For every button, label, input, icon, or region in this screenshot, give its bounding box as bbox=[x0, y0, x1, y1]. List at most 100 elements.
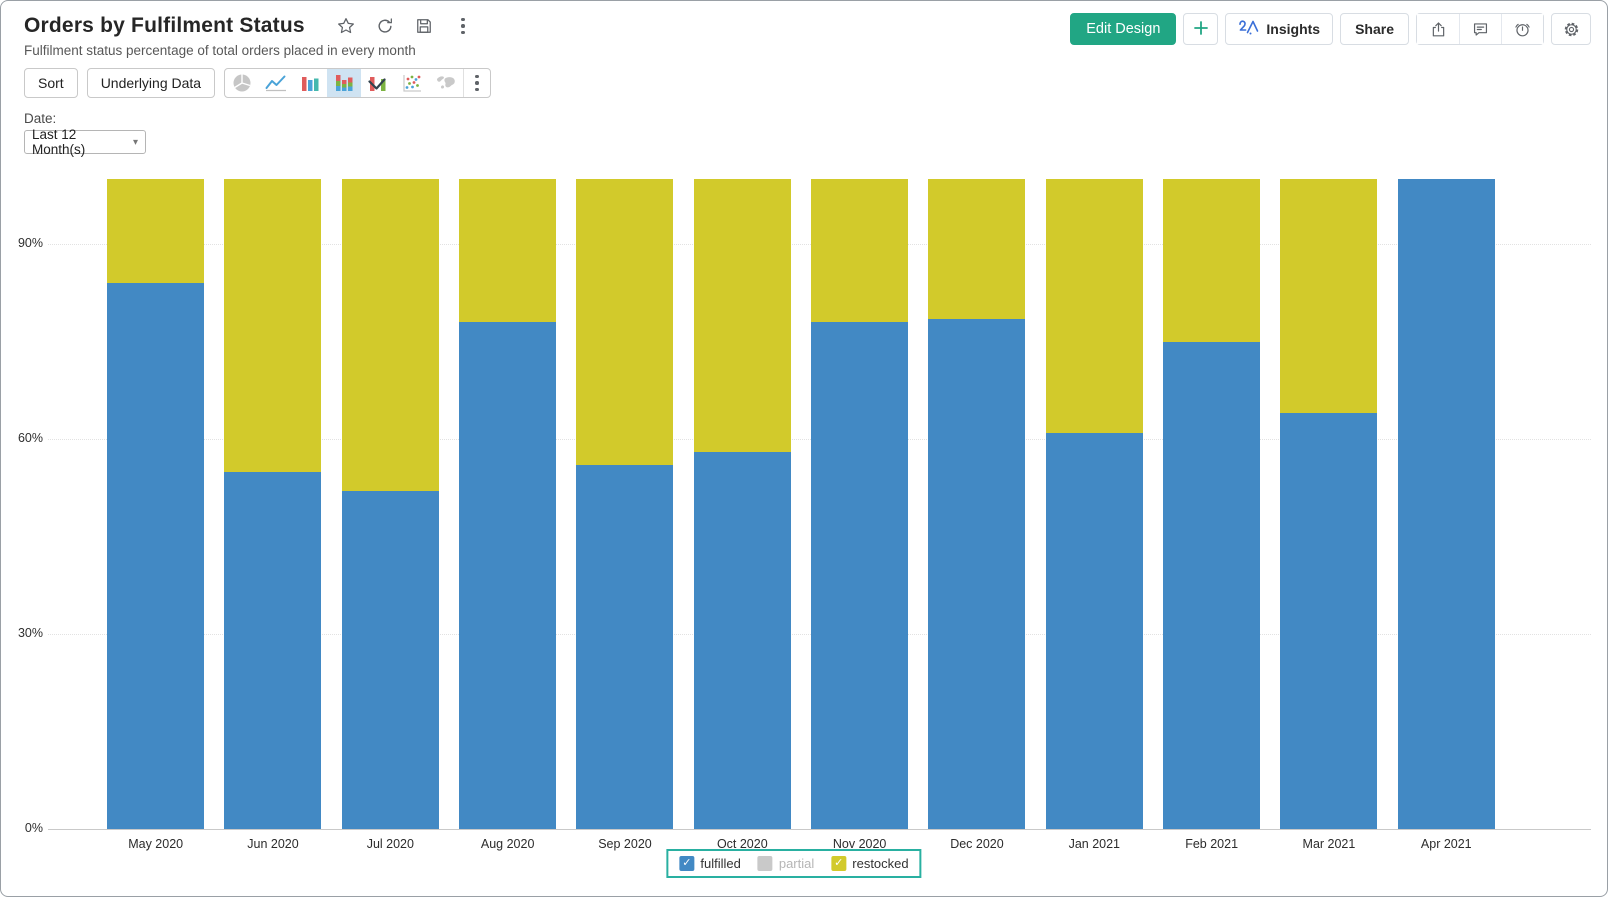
stacked-bar-oct-2020[interactable] bbox=[693, 179, 791, 829]
refresh-icon[interactable] bbox=[374, 15, 396, 37]
zia-insights-icon bbox=[1238, 19, 1260, 39]
bar-column bbox=[918, 179, 1035, 829]
header-icon-group bbox=[1416, 13, 1544, 45]
share-button[interactable]: Share bbox=[1340, 13, 1409, 45]
bar-segment-fulfilled[interactable] bbox=[341, 491, 439, 829]
bar-column bbox=[97, 179, 214, 829]
bar-segment-restocked[interactable] bbox=[459, 179, 557, 322]
x-axis-line bbox=[48, 829, 1591, 830]
stacked-bar-feb-2021[interactable] bbox=[1163, 179, 1261, 829]
combo-chart-icon[interactable] bbox=[361, 69, 395, 97]
legend-checkbox-fulfilled[interactable]: ✓ bbox=[679, 856, 695, 871]
bar-segment-restocked[interactable] bbox=[928, 179, 1026, 319]
bar-column bbox=[566, 179, 683, 829]
bar-segment-restocked[interactable] bbox=[1280, 179, 1378, 413]
bar-segment-fulfilled[interactable] bbox=[459, 322, 557, 829]
legend-item-fulfilled[interactable]: ✓ fulfilled bbox=[679, 856, 741, 871]
pie-chart-icon[interactable] bbox=[225, 69, 259, 97]
add-button[interactable] bbox=[1183, 13, 1219, 45]
favorite-star-icon[interactable] bbox=[335, 15, 357, 37]
save-icon[interactable] bbox=[413, 15, 435, 37]
bar-chart-icon[interactable] bbox=[293, 69, 327, 97]
y-axis-label: 0% bbox=[24, 821, 43, 835]
bar-segment-restocked[interactable] bbox=[224, 179, 322, 472]
scatter-chart-icon[interactable] bbox=[395, 69, 429, 97]
bar-column bbox=[1388, 179, 1505, 829]
comments-icon[interactable] bbox=[1459, 14, 1501, 44]
map-chart-icon[interactable] bbox=[429, 69, 463, 97]
bar-segment-fulfilled[interactable] bbox=[811, 322, 909, 829]
bar-segment-restocked[interactable] bbox=[811, 179, 909, 322]
alerts-clock-icon[interactable] bbox=[1501, 14, 1543, 44]
bar-column bbox=[449, 179, 566, 829]
underlying-data-button[interactable]: Underlying Data bbox=[86, 68, 216, 98]
bar-column bbox=[1270, 179, 1387, 829]
legend-checkbox-partial[interactable] bbox=[757, 856, 773, 871]
insights-button[interactable]: Insights bbox=[1225, 13, 1334, 45]
y-axis-label: 30% bbox=[17, 626, 43, 640]
stacked-bar-jun-2020[interactable] bbox=[224, 179, 322, 829]
line-chart-icon[interactable] bbox=[259, 69, 293, 97]
bar-segment-restocked[interactable] bbox=[107, 179, 205, 283]
bar-segment-fulfilled[interactable] bbox=[224, 471, 322, 829]
stacked-bar-mar-2021[interactable] bbox=[1280, 179, 1378, 829]
bar-segment-fulfilled[interactable] bbox=[107, 283, 205, 829]
legend-item-restocked[interactable]: ✓ restocked bbox=[831, 856, 909, 871]
bar-segment-restocked[interactable] bbox=[1163, 179, 1261, 342]
page-title: Orders by Fulfilment Status bbox=[24, 14, 305, 37]
y-axis-label: 90% bbox=[17, 236, 43, 250]
date-range-select[interactable]: Last 12 Month(s) ▾ bbox=[24, 127, 146, 157]
plus-icon bbox=[1193, 20, 1209, 39]
sort-button[interactable]: Sort bbox=[24, 68, 78, 98]
bar-segment-fulfilled[interactable] bbox=[693, 452, 791, 829]
page-subtitle: Fulfilment status percentage of total or… bbox=[24, 43, 416, 58]
x-axis-label: Feb 2021 bbox=[1185, 837, 1239, 851]
x-axis-label: Jun 2020 bbox=[247, 837, 299, 851]
x-axis-label: Dec 2020 bbox=[950, 837, 1004, 851]
stacked-bar-may-2020[interactable] bbox=[107, 179, 205, 829]
bar-segment-fulfilled[interactable] bbox=[1397, 179, 1495, 829]
bar-segment-fulfilled[interactable] bbox=[928, 318, 1026, 829]
legend-checkbox-restocked[interactable]: ✓ bbox=[831, 856, 847, 871]
export-icon[interactable] bbox=[1417, 14, 1459, 44]
settings-gear-icon[interactable] bbox=[1551, 13, 1591, 45]
legend-label: restocked bbox=[852, 856, 909, 871]
date-filter-label: Date: bbox=[24, 111, 57, 126]
legend-label: fulfilled bbox=[700, 856, 741, 871]
bar-column bbox=[1036, 179, 1153, 829]
chevron-down-icon: ▾ bbox=[132, 136, 138, 148]
bar-segment-restocked[interactable] bbox=[576, 179, 674, 465]
bar-segment-fulfilled[interactable] bbox=[1045, 432, 1143, 829]
stacked-bar-chart-icon[interactable] bbox=[327, 69, 362, 97]
bar-column bbox=[332, 179, 449, 829]
stacked-bar-jul-2020[interactable] bbox=[341, 179, 439, 829]
bar-segment-restocked[interactable] bbox=[1045, 179, 1143, 433]
legend-item-partial[interactable]: partial bbox=[757, 856, 815, 871]
bar-column bbox=[801, 179, 918, 829]
x-axis-label: Apr 2021 bbox=[1420, 837, 1472, 851]
stacked-bar-apr-2021[interactable] bbox=[1397, 179, 1495, 829]
plot-area bbox=[97, 179, 1505, 829]
bar-segment-fulfilled[interactable] bbox=[1280, 413, 1378, 829]
stacked-bar-aug-2020[interactable] bbox=[459, 179, 557, 829]
chart-type-selector bbox=[224, 68, 492, 98]
legend-label: partial bbox=[778, 856, 815, 871]
stacked-bar-nov-2020[interactable] bbox=[811, 179, 909, 829]
stacked-bar-sep-2020[interactable] bbox=[576, 179, 674, 829]
bar-column bbox=[684, 179, 801, 829]
y-axis-label: 60% bbox=[17, 431, 43, 445]
stacked-bar-dec-2020[interactable] bbox=[928, 179, 1026, 829]
bar-segment-restocked[interactable] bbox=[341, 179, 439, 491]
bar-segment-restocked[interactable] bbox=[693, 179, 791, 452]
x-axis-label: May 2020 bbox=[128, 837, 184, 851]
bar-column bbox=[214, 179, 331, 829]
edit-design-button[interactable]: Edit Design bbox=[1070, 13, 1177, 45]
more-chart-types-icon[interactable] bbox=[463, 69, 490, 97]
bar-column bbox=[1153, 179, 1270, 829]
stacked-bar-jan-2021[interactable] bbox=[1045, 179, 1143, 829]
bar-segment-fulfilled[interactable] bbox=[576, 465, 674, 829]
more-options-icon[interactable] bbox=[452, 15, 474, 37]
bar-segment-fulfilled[interactable] bbox=[1163, 341, 1261, 829]
